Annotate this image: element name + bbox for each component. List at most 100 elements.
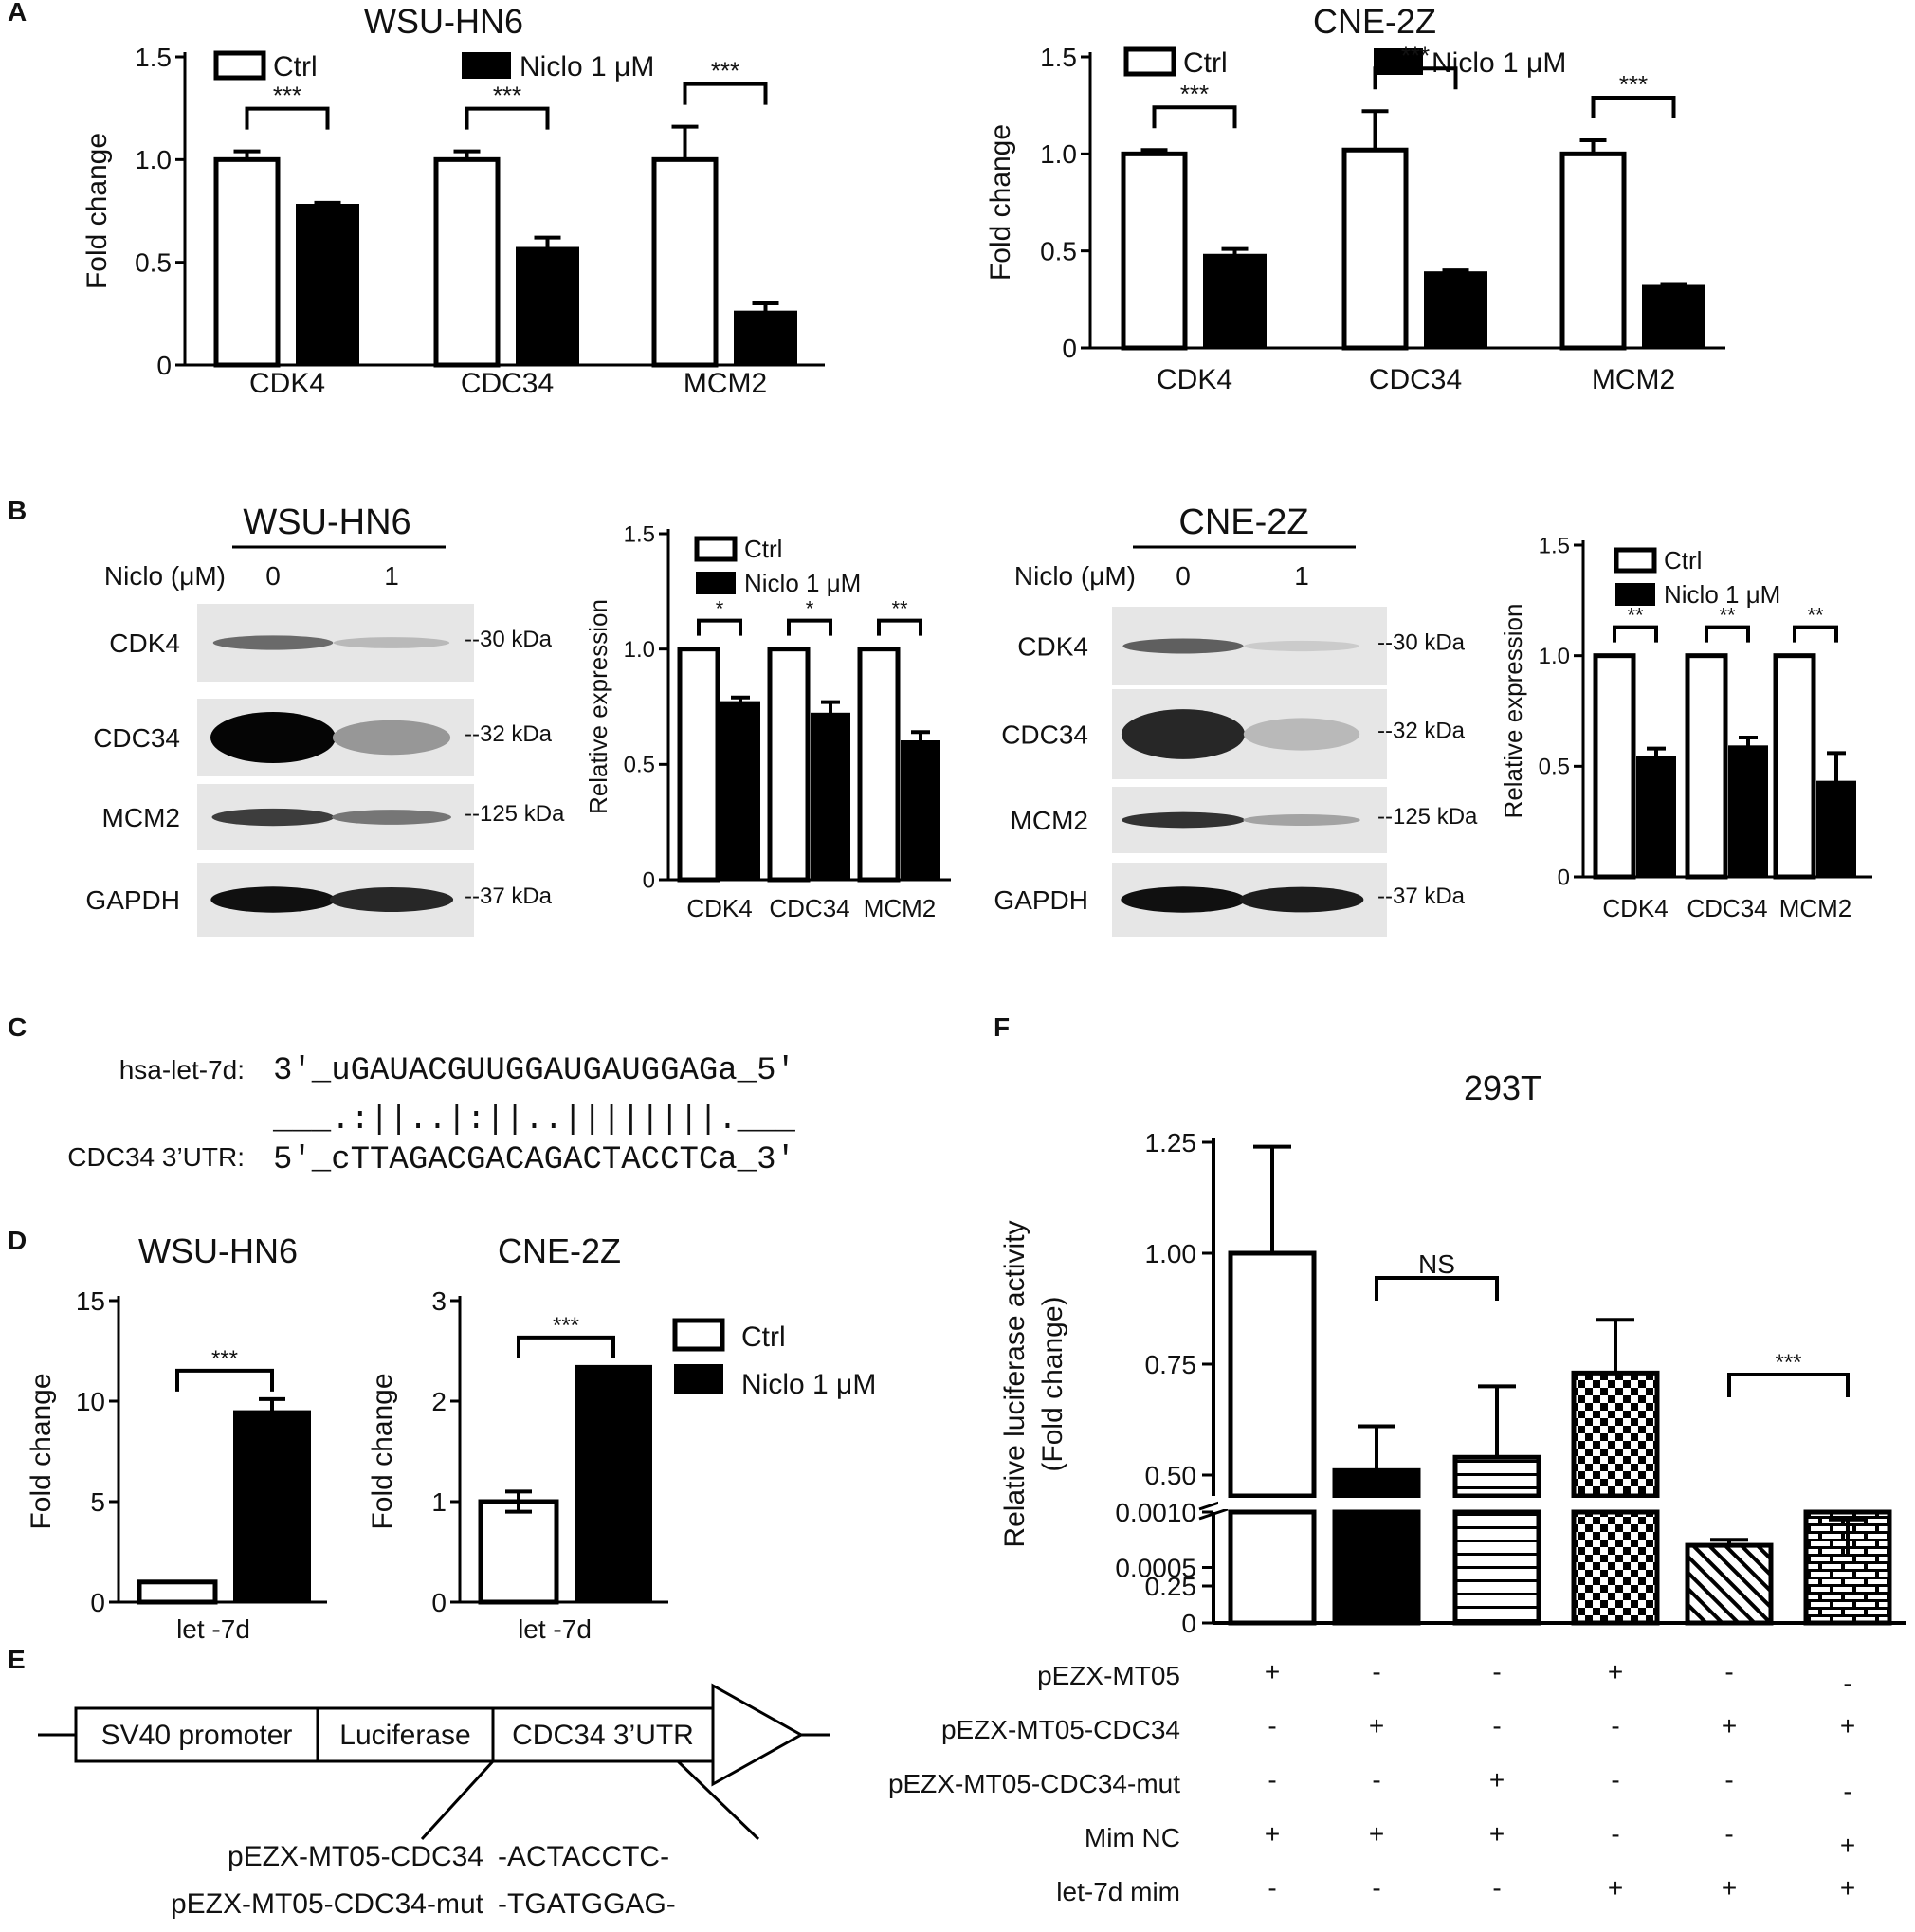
b-blot-left-band-MCM2-1 [332, 810, 451, 825]
e-construct-name-1: pEZX-MT05-CDC34-mut [171, 1888, 484, 1920]
c-utr-label: CDC34 3’UTR: [67, 1142, 245, 1172]
b-blot-right-band-CDK4-1 [1244, 640, 1359, 652]
f-sign-2-4: - [1724, 1765, 1733, 1795]
f-sign-4-4: + [1722, 1873, 1737, 1903]
b-blot-left-row-label-MCM2: MCM2 [102, 803, 180, 832]
f-ytick-label-top: 0.75 [1145, 1350, 1197, 1379]
b-bar-right-ylabel: Relative expression [1499, 604, 1527, 819]
e-box-label-0: SV40 promoter [101, 1720, 293, 1751]
b-blot-left-title: WSU-HN6 [243, 502, 410, 542]
b-blot-right-kda-CDK4: --30 kDa [1377, 630, 1466, 656]
b-blot-right-kda-CDC34: --32 kDa [1377, 719, 1466, 744]
e-construct-seq-0: -ACTACCTC- [498, 1841, 669, 1872]
b-blot-right-kda-MCM2: --125 kDa [1377, 804, 1478, 829]
a-right-bar-niclo-CDC34 [1424, 271, 1487, 349]
a-right-legend-ctrl: Ctrl [1183, 47, 1228, 79]
f-sig-bracket [1727, 1373, 1850, 1397]
c-mirna-label: hsa-let-7d: [119, 1055, 245, 1084]
a-left-category-CDK4: CDK4 [249, 368, 325, 399]
c-pairing-line: ___.:||..|:||..||||||||.___ [272, 1103, 795, 1139]
b-blot-right-band-GAPDH-0 [1121, 886, 1246, 913]
d-right-ytick-label: 3 [431, 1286, 447, 1316]
d-left-ytick-label: 15 [76, 1286, 105, 1316]
a-left-sig-CDC34-bracket [465, 106, 550, 130]
d-right-sig-bracket [517, 1335, 615, 1358]
f-sign-1-1: + [1369, 1711, 1384, 1741]
f-sign-0-2: - [1492, 1657, 1501, 1686]
b-bar-right-legend-swatch-niclo [1615, 583, 1655, 606]
f-ytick-label-top: 0.50 [1145, 1461, 1197, 1490]
e-box-0 [74, 1706, 319, 1763]
b-bar-right-sig-CDK4-label: ** [1627, 604, 1644, 628]
b-bar-right-category-CDC34: CDC34 [1687, 894, 1767, 922]
a-right-ytick-label: 1.5 [1040, 43, 1077, 72]
f-sign-1-4: + [1722, 1711, 1737, 1741]
d-left-bar-niclo [233, 1410, 311, 1603]
b-bar-left-legend-niclo: Niclo 1 μM [744, 569, 861, 597]
b-bar-left-sig-CDC34-label: * [806, 597, 814, 621]
b-blot-left-band-CDK4-1 [333, 637, 450, 648]
a-right-title: CNE-2Z [1313, 2, 1436, 41]
f-sign-4-0: - [1268, 1873, 1276, 1903]
a-right-ylabel: Fold change [985, 124, 1016, 281]
b-blot-left-kda-CDC34: --32 kDa [465, 721, 553, 747]
b-blot-left-band-CDK4-0 [212, 635, 334, 650]
f-ytick-label-bottom: 0.0010 [1115, 1498, 1196, 1527]
d-right-ytick-label: 2 [431, 1387, 447, 1416]
e-box-label-1: Luciferase [339, 1720, 470, 1751]
f-sign-1-2: - [1492, 1711, 1501, 1741]
d-right-ytick-label: 0 [431, 1588, 447, 1617]
d-left-ytick-label: 5 [90, 1487, 105, 1517]
panel-letter-f: F [994, 1012, 1010, 1042]
f-ns-bracket [1375, 1276, 1499, 1301]
d-left-bar-ctrl [137, 1579, 218, 1605]
b-bar-right-sig-CDK4-bracket [1613, 625, 1658, 643]
b-bar-left-ytick-label: 0.5 [624, 753, 655, 778]
panel-letter-d: D [8, 1226, 27, 1255]
b-blot-right-band-MCM2-1 [1243, 813, 1360, 827]
a-left-legend-ctrl: Ctrl [273, 51, 318, 82]
b-bar-left-bar-ctrl-CDC34 [767, 647, 811, 883]
b-bar-right-sig-MCM2-bracket [1793, 625, 1838, 643]
panel-letter-c: C [8, 1012, 27, 1042]
b-bar-right-bar-niclo-CDK4 [1636, 756, 1676, 878]
b-blot-left-band-MCM2-0 [211, 808, 335, 827]
b-blot-right-title: CNE-2Z [1178, 502, 1308, 542]
f-sign-1-3: - [1611, 1711, 1619, 1741]
b-bar-right-legend-niclo: Niclo 1 μM [1664, 580, 1780, 609]
b-bar-right-bar-ctrl-CDK4 [1593, 653, 1636, 880]
b-bar-right-sig-CDC34-bracket [1705, 625, 1750, 643]
f-bar-lower-6 [1803, 1509, 1892, 1626]
b-bar-left-ylabel: Relative expression [584, 599, 612, 814]
a-left-bar-ctrl-MCM2 [651, 156, 719, 368]
f-sign-3-2: + [1489, 1819, 1505, 1849]
f-ns-label: NS [1418, 1249, 1455, 1279]
a-right-legend-swatch-ctrl [1123, 46, 1176, 77]
b-bar-left-legend-swatch-niclo [696, 572, 736, 594]
f-ylabel-1: Relative luciferase activity [999, 1220, 1030, 1547]
b-bar-left-ytick-label: 1.0 [624, 637, 655, 663]
a-right-bar-ctrl-CDK4 [1121, 151, 1188, 351]
b-bar-right-ytick-label: 1.5 [1539, 533, 1570, 558]
a-left-bar-ctrl-CDC34 [433, 156, 501, 368]
f-sign-0-5: - [1843, 1668, 1851, 1698]
panel-letter-e: E [8, 1645, 26, 1674]
b-blot-right-treatment-label: Niclo (μM) [1014, 561, 1136, 591]
e-construct-name-0: pEZX-MT05-CDC34 [228, 1841, 483, 1872]
a-right-category-CDC34: CDC34 [1369, 364, 1462, 395]
f-sign-4-3: + [1608, 1873, 1623, 1903]
b-blot-left-dose-0: 0 [265, 561, 281, 591]
b-blot-left-treatment-label: Niclo (μM) [104, 561, 226, 591]
a-left-category-MCM2: MCM2 [684, 368, 767, 399]
e-box-2 [491, 1706, 715, 1763]
f-sign-4-5: + [1840, 1873, 1855, 1903]
b-bar-right-bar-niclo-MCM2 [1816, 780, 1856, 879]
f-ytick-label-top: 1.25 [1145, 1128, 1197, 1157]
a-right-category-MCM2: MCM2 [1592, 364, 1675, 395]
f-condition-label-4: let-7d mim [1056, 1877, 1180, 1906]
f-ytick-label-top: 1.00 [1145, 1239, 1197, 1268]
b-blot-left-band-GAPDH-0 [210, 886, 336, 913]
b-blot-right-row-label-MCM2: MCM2 [1011, 806, 1088, 835]
f-axis-break-gap [1218, 1498, 1901, 1509]
b-bar-left-category-CDC34: CDC34 [769, 894, 849, 922]
